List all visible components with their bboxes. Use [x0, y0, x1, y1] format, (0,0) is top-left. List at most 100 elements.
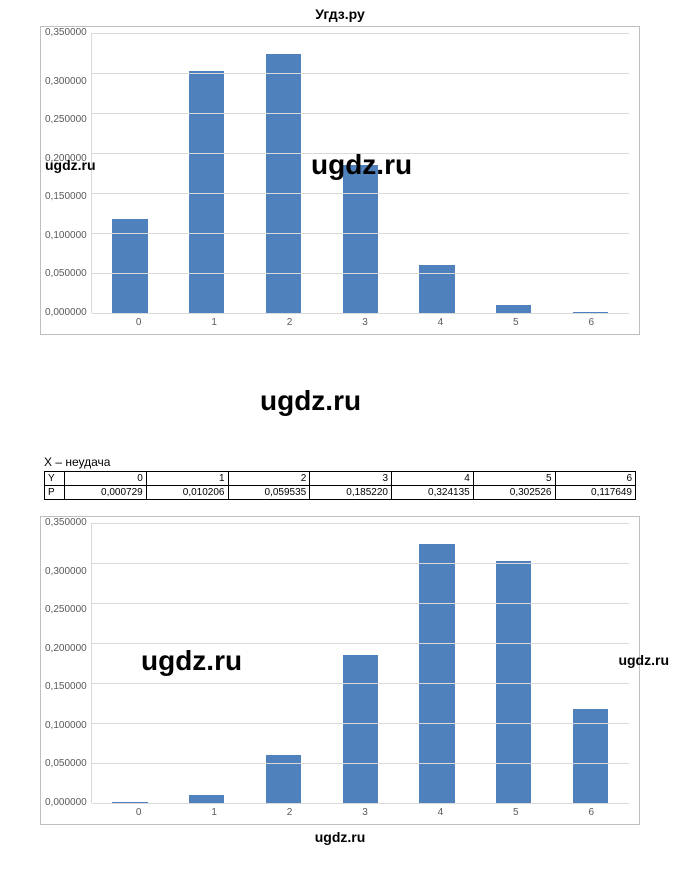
y-tick-label: 0,050000	[45, 269, 87, 279]
grid-line	[92, 523, 629, 524]
chart-1-plot	[91, 33, 629, 313]
x-tick-label: 1	[176, 807, 251, 818]
y-tick-label: 0,200000	[45, 644, 87, 654]
bar	[343, 655, 378, 803]
table-label: X – неудача	[44, 455, 636, 469]
bar	[419, 544, 454, 803]
table-cell: 3	[310, 472, 392, 486]
bar	[343, 165, 378, 313]
y-tick-label: 0,250000	[45, 605, 87, 615]
table-cell: 0,000729	[65, 486, 147, 500]
bar-slot	[552, 33, 629, 313]
chart-1-y-axis: 0,3500000,3000000,2500000,2000000,150000…	[45, 33, 91, 313]
x-tick-label: 6	[554, 807, 629, 818]
table-cell: P	[45, 486, 65, 500]
y-tick-label: 0,000000	[45, 308, 87, 318]
grid-line	[92, 73, 629, 74]
y-tick-label: 0,050000	[45, 759, 87, 769]
grid-line	[92, 683, 629, 684]
table-cell: 1	[146, 472, 228, 486]
bar	[266, 54, 301, 313]
bar-slot	[92, 33, 169, 313]
x-tick-label: 1	[176, 317, 251, 328]
grid-line	[92, 563, 629, 564]
table-cell: Y	[45, 472, 65, 486]
bar	[496, 305, 531, 313]
x-tick-label: 2	[252, 317, 327, 328]
grid-line	[92, 113, 629, 114]
bar-slot	[475, 33, 552, 313]
grid-line	[92, 153, 629, 154]
y-tick-label: 0,350000	[45, 518, 87, 528]
grid-line	[92, 273, 629, 274]
bar-slot	[399, 523, 476, 803]
table-cell: 5	[473, 472, 555, 486]
bar	[496, 561, 531, 803]
distribution-table: Y0123456 P0,0007290,0102060,0595350,1852…	[44, 471, 636, 500]
chart-1: 0,350000 0,300000 0,250000 0,200000 0,150000…	[40, 26, 640, 335]
x-tick-label: 5	[478, 317, 553, 328]
table-cell: 0,117649	[555, 486, 636, 500]
y-tick-label: 0,100000	[45, 721, 87, 731]
x-tick-label: 6	[554, 317, 629, 328]
bar	[189, 795, 224, 803]
y-tick-label: 0,150000	[45, 682, 87, 692]
chart-2-x-axis: 0123456	[101, 807, 629, 818]
grid-line	[92, 643, 629, 644]
footer-watermark: ugdz.ru	[0, 829, 680, 845]
chart-1-x-axis: 0123456	[101, 317, 629, 328]
x-tick-label: 2	[252, 807, 327, 818]
grid-line	[92, 723, 629, 724]
x-tick-label: 0	[101, 317, 176, 328]
x-tick-label: 5	[478, 807, 553, 818]
x-tick-label: 4	[403, 317, 478, 328]
grid-line	[92, 803, 629, 804]
bar-slot	[552, 523, 629, 803]
chart-2: 0,350000 0,300000 0,250000 0,200000 0,150000…	[40, 516, 640, 825]
grid-line	[92, 193, 629, 194]
bar-slot	[168, 523, 245, 803]
chart-2-y-axis: 0,3500000,3000000,2500000,2000000,150000…	[45, 523, 91, 803]
x-tick-label: 0	[101, 807, 176, 818]
grid-line	[92, 313, 629, 314]
table-cell: 0,010206	[146, 486, 228, 500]
table-row: Y0123456	[45, 472, 636, 486]
bar-slot	[92, 523, 169, 803]
table-cell: 0,324135	[392, 486, 474, 500]
table-cell: 0	[65, 472, 147, 486]
grid-line	[92, 233, 629, 234]
x-tick-label: 3	[327, 807, 402, 818]
y-tick-label: 0,350000	[45, 28, 87, 38]
page-title: Угдз.ру	[0, 0, 680, 24]
bar-slot	[399, 33, 476, 313]
y-tick-label: 0,000000	[45, 798, 87, 808]
mid-watermark-block: ugdz.ru	[0, 335, 680, 455]
table-cell: 0,185220	[310, 486, 392, 500]
bar-slot	[322, 523, 399, 803]
y-tick-label: 0,100000	[45, 231, 87, 241]
y-tick-label: 0,150000	[45, 192, 87, 202]
bar-slot	[168, 33, 245, 313]
table-cell: 2	[228, 472, 310, 486]
bar	[189, 71, 224, 313]
table-cell: 0,302526	[473, 486, 555, 500]
grid-line	[92, 603, 629, 604]
x-tick-label: 4	[403, 807, 478, 818]
table-cell: 4	[392, 472, 474, 486]
y-tick-label: 0,250000	[45, 115, 87, 125]
grid-line	[92, 33, 629, 34]
bar-slot	[322, 33, 399, 313]
table-cell: 6	[555, 472, 636, 486]
y-tick-label: 0,300000	[45, 567, 87, 577]
watermark: ugdz.ru	[260, 385, 361, 417]
bar-slot	[475, 523, 552, 803]
x-tick-label: 3	[327, 317, 402, 328]
chart-2-plot	[91, 523, 629, 803]
y-tick-label: 0,200000	[45, 154, 87, 164]
y-tick-label: 0,300000	[45, 77, 87, 87]
bar-slot	[245, 523, 322, 803]
table-row: P0,0007290,0102060,0595350,1852200,32413…	[45, 486, 636, 500]
bar-slot	[245, 33, 322, 313]
table-cell: 0,059535	[228, 486, 310, 500]
grid-line	[92, 763, 629, 764]
